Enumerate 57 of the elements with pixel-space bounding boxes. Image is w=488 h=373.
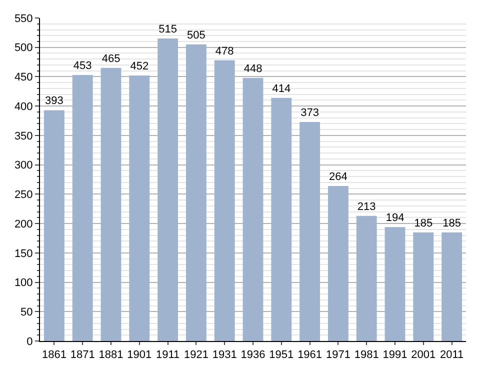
- data-label: 264: [329, 170, 348, 183]
- bar: [214, 60, 235, 341]
- y-tick-label: 0: [26, 336, 33, 348]
- bar: [129, 76, 150, 341]
- data-label: 194: [386, 212, 404, 224]
- data-label: 465: [102, 52, 120, 65]
- x-tick-label: 1871: [70, 349, 95, 362]
- x-tick-label: 1861: [42, 349, 66, 362]
- bar: [186, 44, 206, 341]
- data-label: 453: [73, 60, 92, 72]
- y-tick-label: 400: [14, 100, 33, 113]
- bar: [300, 122, 320, 341]
- x-tick-label: 2001: [411, 349, 436, 362]
- y-tick-label: 200: [14, 218, 33, 230]
- x-tick-label: 1971: [326, 349, 350, 362]
- bar: [72, 74, 93, 341]
- bar: [328, 186, 348, 341]
- x-tick-label: 1981: [354, 349, 379, 362]
- x-tick-label: 1951: [269, 349, 294, 362]
- bar: [271, 98, 292, 341]
- y-tick-label: 550: [14, 12, 33, 25]
- x-tick-label: 1991: [382, 349, 408, 362]
- x-tick-label: 1931: [212, 349, 237, 362]
- y-tick-label: 150: [14, 248, 33, 260]
- bar: [356, 216, 377, 341]
- data-label: 414: [272, 82, 291, 95]
- data-label: 478: [215, 45, 234, 58]
- bar: [384, 227, 406, 341]
- data-label: 185: [442, 217, 461, 230]
- y-tick-label: 250: [14, 189, 33, 202]
- data-label: 515: [158, 24, 177, 36]
- data-label: 452: [130, 60, 149, 73]
- bar: [158, 38, 178, 341]
- y-tick-label: 300: [14, 160, 33, 172]
- x-tick-label: 1936: [240, 349, 266, 362]
- x-tick-label: 2011: [440, 349, 464, 362]
- data-label: 505: [187, 29, 206, 42]
- y-tick-label: 450: [14, 72, 33, 84]
- bar: [413, 232, 434, 341]
- bar: [100, 68, 122, 341]
- data-label: 393: [45, 95, 64, 108]
- data-label: 213: [357, 200, 376, 213]
- y-tick-label: 500: [14, 42, 33, 54]
- bar: [442, 232, 462, 341]
- x-tick-label: 1901: [127, 349, 152, 362]
- x-tick-label: 1921: [184, 349, 208, 362]
- x-tick-label: 1911: [156, 349, 180, 362]
- bar: [44, 110, 64, 341]
- data-label: 185: [414, 217, 433, 230]
- bar: [242, 78, 264, 341]
- x-tick-label: 1961: [298, 349, 322, 362]
- data-label: 448: [244, 62, 262, 75]
- x-tick-label: 1881: [98, 349, 124, 362]
- y-tick-label: 350: [14, 130, 33, 142]
- y-tick-label: 100: [14, 277, 33, 290]
- data-label: 373: [300, 106, 319, 119]
- y-tick-label: 50: [20, 306, 33, 318]
